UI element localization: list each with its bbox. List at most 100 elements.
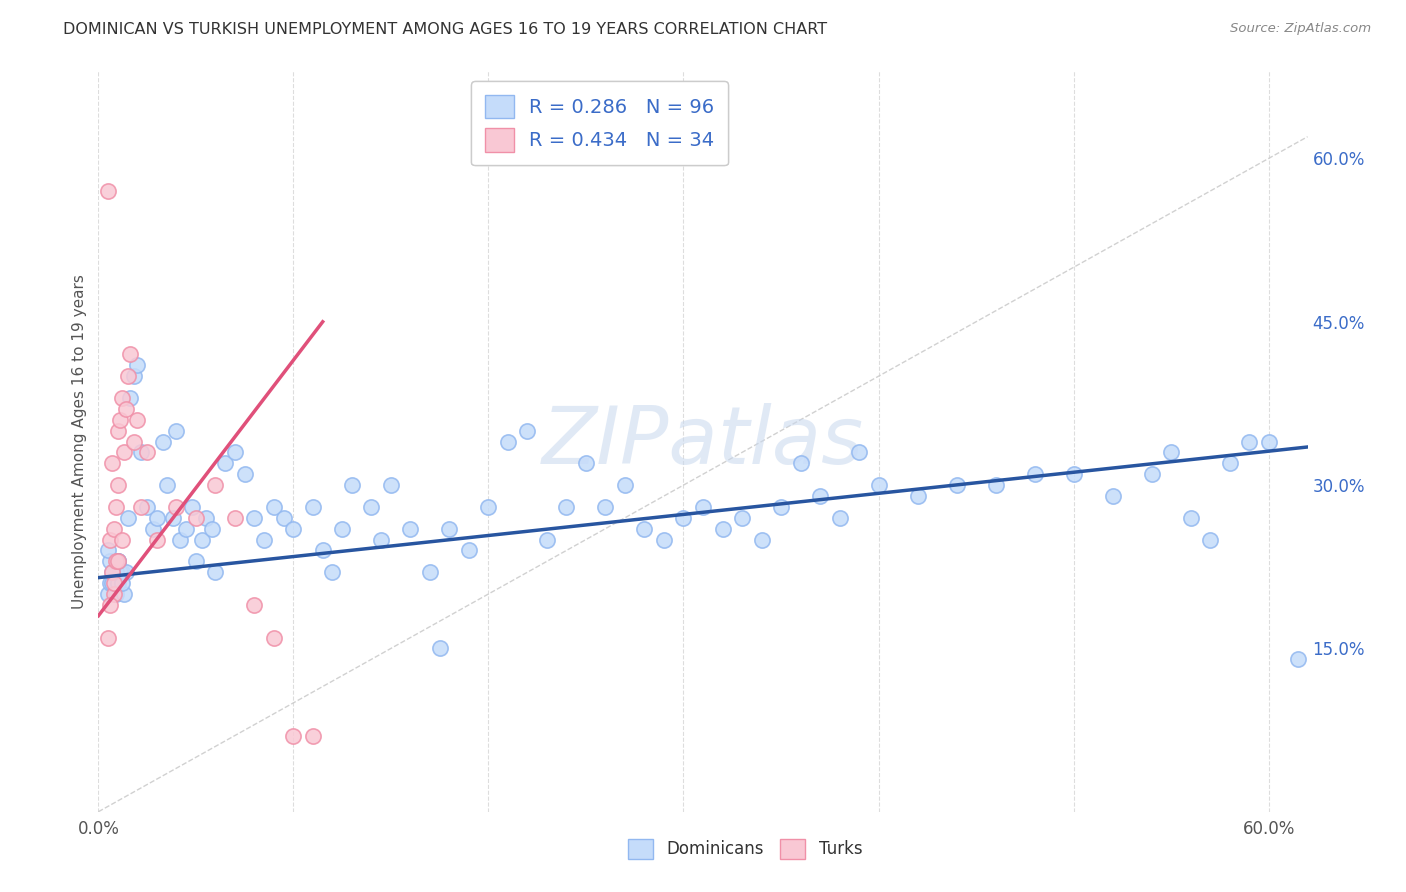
Point	[114, 401, 136, 416]
Point	[214, 456, 236, 470]
Point	[97, 587, 120, 601]
Point	[104, 554, 127, 568]
Point	[283, 522, 305, 536]
Point	[370, 533, 392, 547]
Point	[142, 522, 165, 536]
Point	[131, 500, 153, 514]
Point	[165, 424, 187, 438]
Point	[107, 554, 129, 568]
Point	[104, 587, 127, 601]
Point	[156, 478, 179, 492]
Point	[789, 456, 811, 470]
Point	[263, 631, 285, 645]
Point	[224, 510, 246, 524]
Point	[263, 500, 285, 514]
Point	[118, 391, 141, 405]
Point	[101, 576, 124, 591]
Point	[848, 445, 870, 459]
Point	[458, 543, 481, 558]
Point	[273, 510, 295, 524]
Point	[117, 510, 139, 524]
Point	[108, 413, 131, 427]
Point	[399, 522, 422, 536]
Point	[107, 576, 129, 591]
Point	[907, 489, 929, 503]
Point	[104, 500, 127, 514]
Point	[312, 543, 335, 558]
Point	[111, 533, 134, 547]
Point	[97, 631, 120, 645]
Point	[516, 424, 538, 438]
Point	[1237, 434, 1260, 449]
Point	[429, 641, 451, 656]
Point	[107, 424, 129, 438]
Point	[808, 489, 831, 503]
Point	[162, 510, 184, 524]
Point	[101, 565, 124, 579]
Text: Source: ZipAtlas.com: Source: ZipAtlas.com	[1230, 22, 1371, 36]
Point	[1024, 467, 1046, 482]
Point	[200, 522, 222, 536]
Point	[496, 434, 519, 449]
Point	[652, 533, 675, 547]
Point	[111, 576, 134, 591]
Point	[360, 500, 382, 514]
Point	[122, 434, 145, 449]
Point	[614, 478, 637, 492]
Point	[98, 598, 121, 612]
Point	[165, 500, 187, 514]
Text: DOMINICAN VS TURKISH UNEMPLOYMENT AMONG AGES 16 TO 19 YEARS CORRELATION CHART: DOMINICAN VS TURKISH UNEMPLOYMENT AMONG …	[63, 22, 827, 37]
Point	[103, 522, 125, 536]
Point	[253, 533, 276, 547]
Point	[1257, 434, 1279, 449]
Point	[731, 510, 754, 524]
Point	[283, 729, 305, 743]
Point	[174, 522, 197, 536]
Point	[184, 510, 207, 524]
Legend: Dominicans, Turks: Dominicans, Turks	[621, 832, 869, 866]
Point	[1160, 445, 1182, 459]
Point	[191, 533, 214, 547]
Point	[184, 554, 207, 568]
Point	[380, 478, 402, 492]
Point	[111, 391, 134, 405]
Point	[302, 500, 325, 514]
Point	[117, 369, 139, 384]
Point	[633, 522, 655, 536]
Point	[536, 533, 558, 547]
Point	[146, 510, 169, 524]
Point	[118, 347, 141, 361]
Point	[127, 413, 149, 427]
Point	[672, 510, 695, 524]
Point	[127, 359, 149, 373]
Point	[136, 500, 159, 514]
Point	[1140, 467, 1163, 482]
Point	[1219, 456, 1241, 470]
Point	[769, 500, 792, 514]
Point	[302, 729, 325, 743]
Point	[233, 467, 256, 482]
Point	[108, 565, 131, 579]
Point	[103, 576, 125, 591]
Point	[98, 554, 121, 568]
Point	[136, 445, 159, 459]
Point	[868, 478, 890, 492]
Y-axis label: Unemployment Among Ages 16 to 19 years: Unemployment Among Ages 16 to 19 years	[72, 274, 87, 609]
Point	[107, 478, 129, 492]
Point	[340, 478, 363, 492]
Point	[1063, 467, 1085, 482]
Point	[101, 456, 124, 470]
Point	[146, 533, 169, 547]
Point	[828, 510, 851, 524]
Point	[107, 554, 129, 568]
Point	[98, 576, 121, 591]
Point	[204, 478, 226, 492]
Point	[1286, 652, 1309, 666]
Point	[103, 565, 125, 579]
Point	[692, 500, 714, 514]
Point	[330, 522, 353, 536]
Point	[1101, 489, 1123, 503]
Point	[243, 598, 266, 612]
Point	[112, 445, 135, 459]
Point	[169, 533, 191, 547]
